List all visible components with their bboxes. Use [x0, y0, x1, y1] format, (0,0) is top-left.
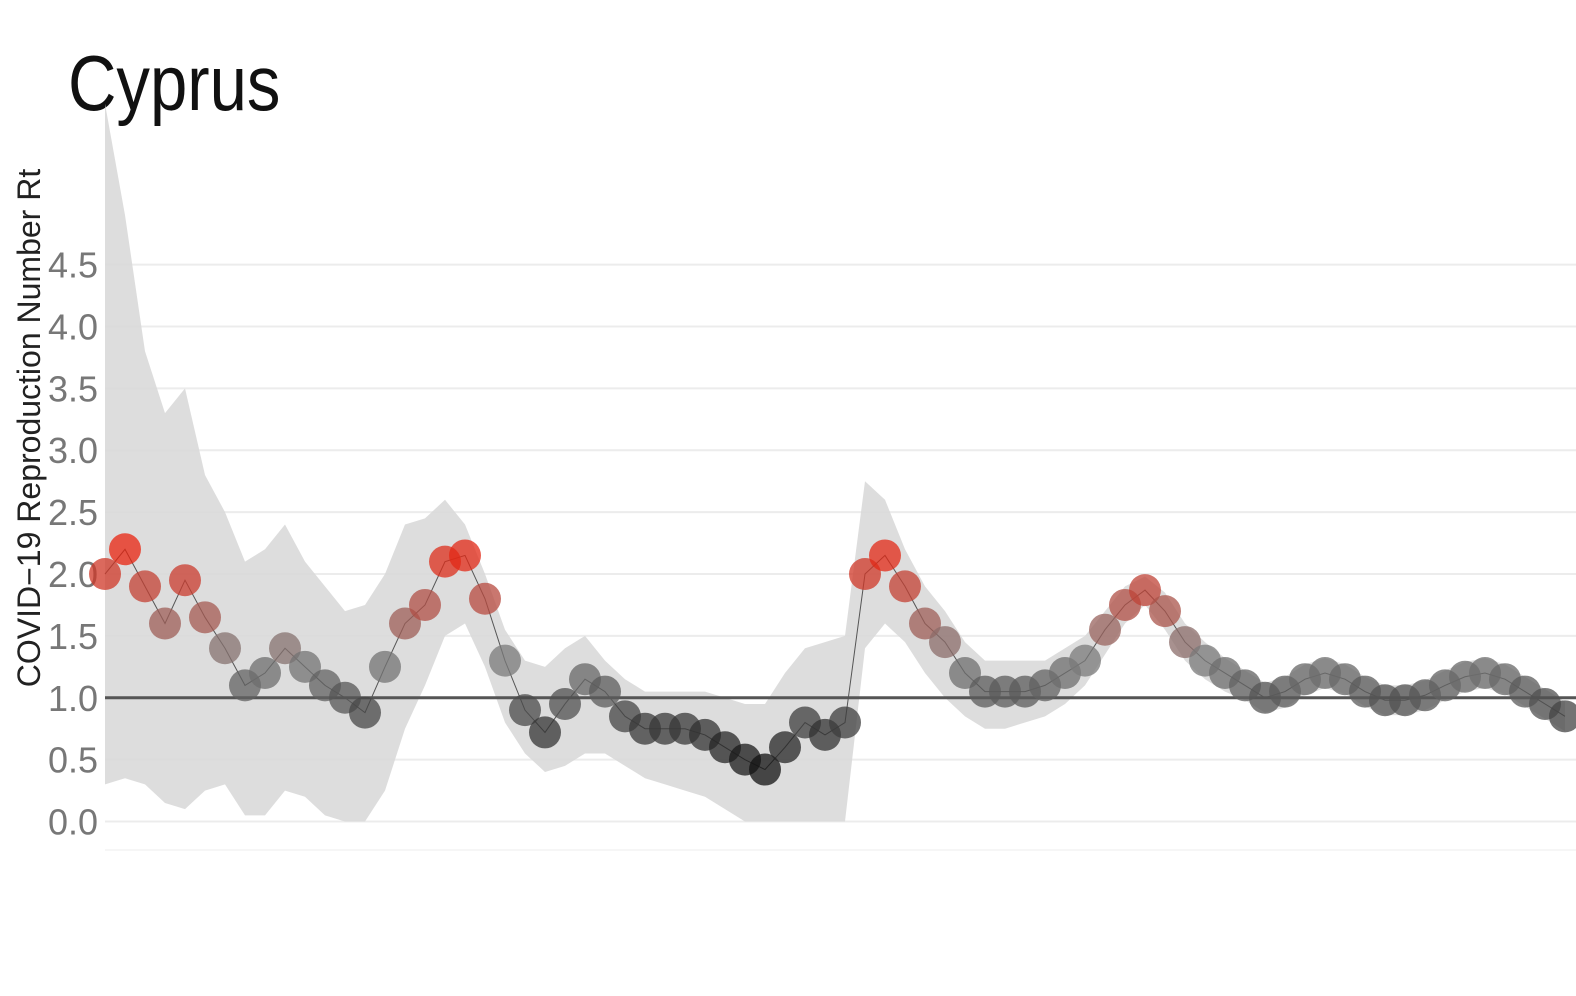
rt-point [489, 644, 521, 677]
y-tick-label: 1.5 [48, 616, 98, 657]
rt-point [1069, 644, 1101, 677]
y-tick-label: 3.5 [48, 368, 98, 409]
y-tick-label: 3.0 [48, 430, 98, 471]
rt-point [509, 694, 541, 727]
rt-point [1549, 700, 1576, 733]
rt-point [149, 607, 181, 640]
rt-point [589, 675, 621, 708]
rt-point [869, 539, 901, 572]
rt-point [209, 632, 241, 665]
y-tick-label: 4.0 [48, 306, 98, 347]
rt-point [169, 564, 201, 597]
rt-point [109, 533, 141, 566]
rt-point [449, 539, 481, 572]
y-tick-label: 0.0 [48, 802, 98, 843]
y-axis-label: COVID−19 Reproduction Number Rt [11, 169, 47, 688]
rt-point [189, 601, 221, 634]
y-tick-label: 0.5 [48, 740, 98, 781]
rt-point [769, 731, 801, 764]
rt-point [829, 706, 861, 739]
y-tick-label: 1.0 [48, 678, 98, 719]
rt-point [749, 753, 781, 786]
rt-point [529, 716, 561, 749]
chart-title: Cyprus [68, 40, 280, 127]
rt-point [369, 650, 401, 683]
rt-point [409, 588, 441, 621]
rt-point [469, 582, 501, 615]
rt-point [129, 570, 161, 603]
rt-point [549, 687, 581, 720]
rt-point [249, 657, 281, 690]
rt-point [1089, 613, 1121, 646]
y-tick-label: 2.5 [48, 492, 98, 533]
rt-point [89, 558, 121, 591]
rt-point [349, 696, 381, 729]
rt-point [889, 570, 921, 603]
rt-point [929, 626, 961, 659]
y-tick-label: 4.5 [48, 245, 98, 286]
rt-point [1149, 595, 1181, 628]
rt-point [1129, 574, 1161, 607]
